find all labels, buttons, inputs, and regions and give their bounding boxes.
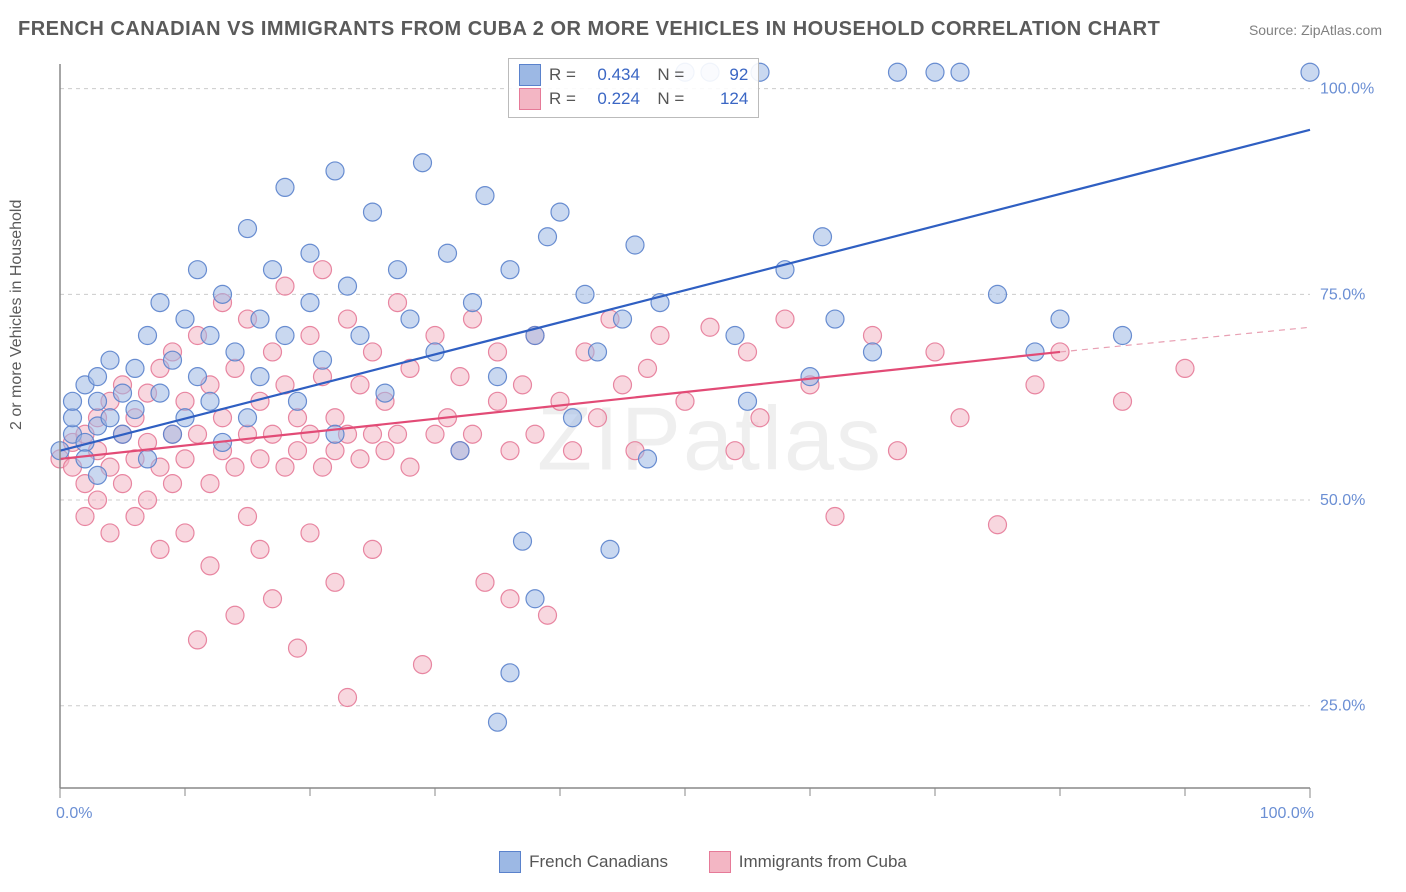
n-label: N = (648, 87, 684, 111)
legend-swatch-2 (709, 851, 731, 873)
stats-row-series-2: R = 0.224 N = 124 (519, 87, 748, 111)
svg-text:100.0%: 100.0% (1260, 805, 1314, 822)
svg-text:50.0%: 50.0% (1320, 492, 1365, 509)
y-axis-label: 2 or more Vehicles in Household (8, 200, 26, 430)
scatter-plot: 25.0% 50.0% 75.0% 100.0% ZIPatlas 0.0% 100.0% (50, 58, 1390, 838)
legend-item-2: Immigrants from Cuba (709, 851, 907, 873)
svg-text:0.0%: 0.0% (56, 805, 92, 822)
bottom-legend: French Canadians Immigrants from Cuba (0, 851, 1406, 878)
svg-text:100.0%: 100.0% (1320, 81, 1374, 98)
svg-text:ZIPatlas: ZIPatlas (537, 389, 883, 489)
n-label: N = (648, 63, 684, 87)
r-value-1: 0.434 (584, 63, 640, 87)
n-value-1: 92 (692, 63, 748, 87)
r-label: R = (549, 87, 576, 111)
chart-container: FRENCH CANADIAN VS IMMIGRANTS FROM CUBA … (0, 0, 1406, 892)
swatch-series-2 (519, 88, 541, 110)
r-label: R = (549, 63, 576, 87)
legend-label-2: Immigrants from Cuba (739, 852, 907, 872)
source-credit: Source: ZipAtlas.com (1249, 22, 1382, 38)
svg-text:75.0%: 75.0% (1320, 286, 1365, 303)
legend-swatch-1 (499, 851, 521, 873)
svg-text:25.0%: 25.0% (1320, 698, 1365, 715)
legend-label-1: French Canadians (529, 852, 668, 872)
chart-title: FRENCH CANADIAN VS IMMIGRANTS FROM CUBA … (18, 18, 1160, 41)
stats-legend: R = 0.434 N = 92 R = 0.224 N = 124 (508, 58, 759, 118)
legend-item-1: French Canadians (499, 851, 668, 873)
swatch-series-1 (519, 64, 541, 86)
n-value-2: 124 (692, 87, 748, 111)
stats-row-series-1: R = 0.434 N = 92 (519, 63, 748, 87)
r-value-2: 0.224 (584, 87, 640, 111)
